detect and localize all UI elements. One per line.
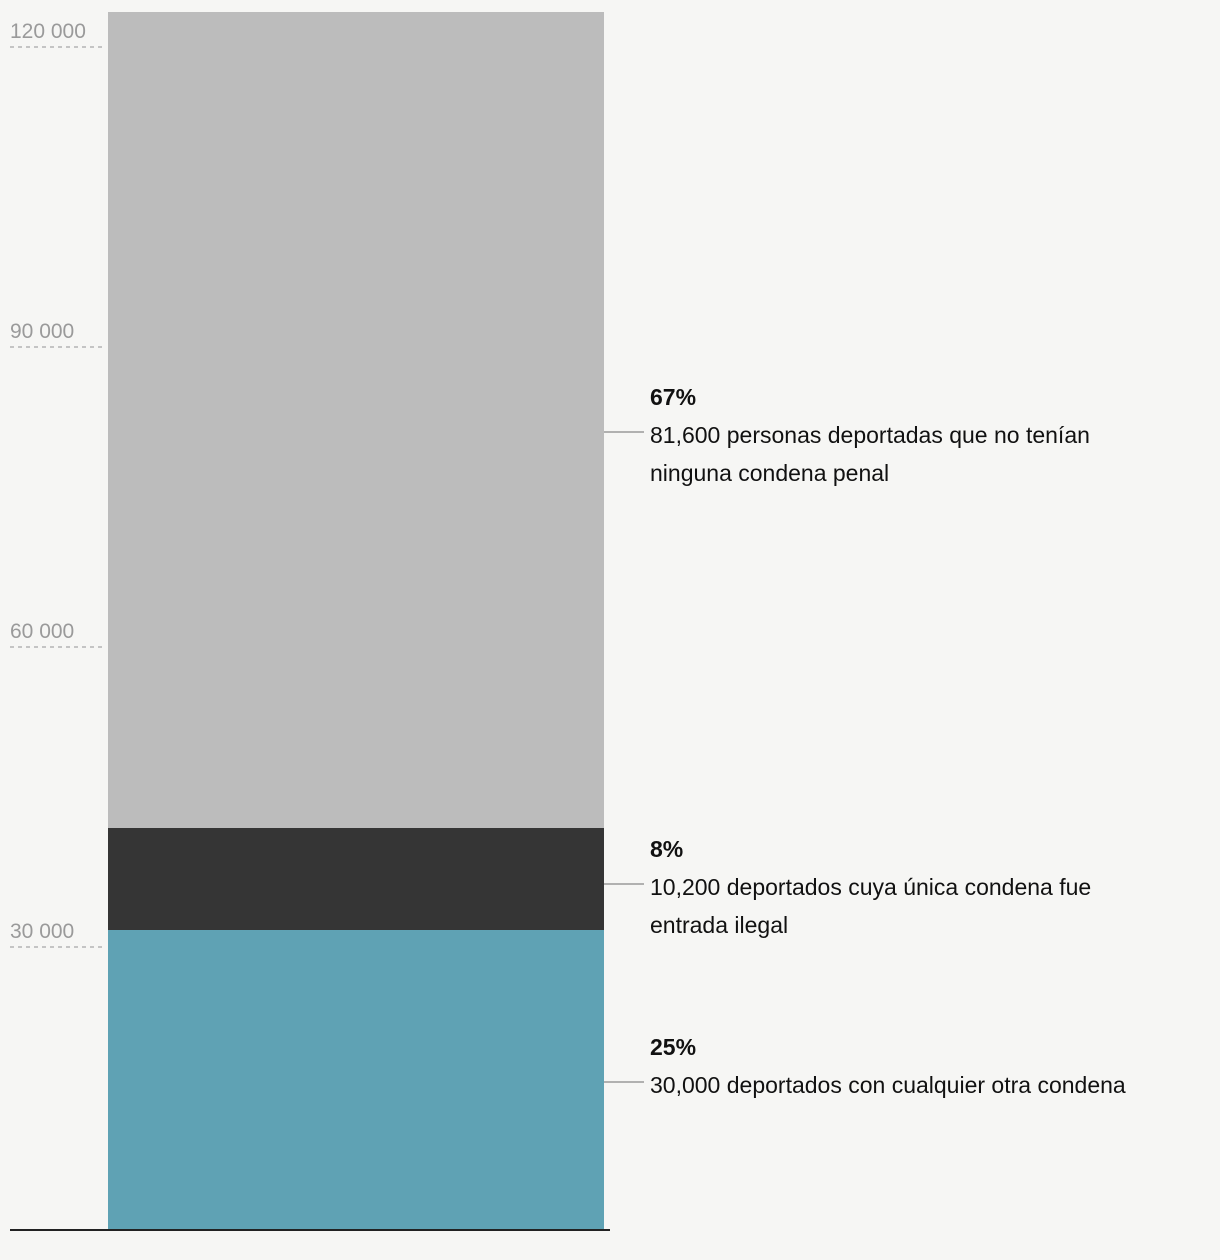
- y-tick-label: 120 000: [10, 20, 86, 43]
- segment-percent-label: 8%: [650, 836, 683, 862]
- bar-segment: [108, 930, 604, 1230]
- y-tick-label: 30 000: [10, 920, 74, 943]
- y-tick-label: 60 000: [10, 620, 74, 643]
- y-axis: 120 000 90 000 60 000 30 000: [10, 20, 104, 948]
- bar-segment: [108, 828, 604, 930]
- segment-annotations: 25% 30,000 deportados con cualquier otra …: [604, 384, 1126, 1098]
- stacked-bar: [108, 12, 604, 1230]
- segment-percent-label: 25%: [650, 1034, 696, 1060]
- y-tick-label: 90 000: [10, 320, 74, 343]
- segment-description-label: entrada ilegal: [650, 912, 788, 938]
- segment-description-label: 30,000 deportados con cualquier otra con…: [650, 1072, 1126, 1098]
- segment-percent-label: 67%: [650, 384, 696, 410]
- segment-description-label: 81,600 personas deportadas que no tenían: [650, 422, 1090, 448]
- segment-description-label: 10,200 deportados cuya única condena fue: [650, 874, 1091, 900]
- segment-description-label: ninguna condena penal: [650, 460, 889, 486]
- bar-segment: [108, 12, 604, 828]
